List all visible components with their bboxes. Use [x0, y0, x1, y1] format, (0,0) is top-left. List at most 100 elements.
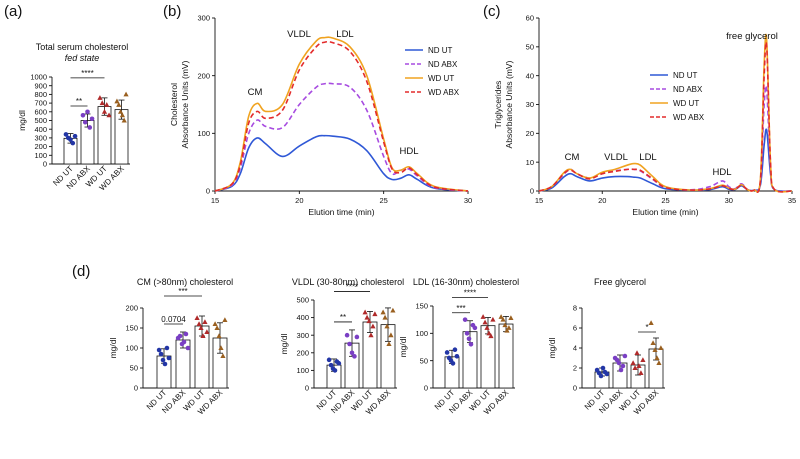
d2-data-point [364, 314, 370, 320]
a-sig-label: **** [81, 69, 93, 78]
d1-data-point [185, 345, 191, 351]
a-data-point [70, 140, 76, 146]
d3-data-point [486, 330, 492, 336]
d1-data-point [218, 345, 224, 350]
b-series-line [214, 134, 469, 192]
d2-data-point [370, 323, 376, 329]
d4-ytick-label: 0 [573, 384, 577, 393]
d2-ytick-label: 200 [296, 348, 309, 357]
a-data-point [114, 98, 120, 104]
c-legend-label: ND UT [673, 71, 698, 80]
d2-sig-label: **** [346, 282, 358, 291]
a-title: Total serum cholesterol [36, 42, 129, 52]
b-series-line [214, 82, 469, 192]
a-data-point [97, 95, 103, 100]
c-ylabel: Triglycerides [493, 81, 503, 129]
d3-data-point [506, 325, 512, 330]
d1-data-point [204, 329, 210, 334]
d2-ytick-label: 500 [296, 296, 309, 305]
d3-data-point [462, 317, 468, 322]
a-data-point [68, 137, 73, 142]
d2-data-point [382, 314, 388, 320]
d2-data-point [354, 334, 360, 340]
d2-data-point [388, 332, 394, 338]
d1-title: CM (>80nm) cholesterol [137, 277, 233, 287]
d3-data-point [504, 327, 510, 333]
a-data-point [106, 112, 112, 118]
a-ytick-label: 200 [34, 142, 47, 151]
a-data-point [82, 119, 88, 125]
c-xtick-label: 20 [598, 196, 606, 205]
b-legend-label: WD ABX [428, 88, 460, 97]
c-ytick-label: 20 [526, 129, 534, 138]
a-ytick-label: 0 [43, 160, 47, 169]
panel-label-d: (d) [72, 263, 90, 280]
d4-data-point [630, 360, 636, 365]
d3-ytick-label: 50 [420, 356, 428, 365]
a-sig-label: ** [76, 97, 82, 106]
d2-data-point [380, 309, 386, 315]
d2-sig-label: ** [340, 313, 346, 322]
panel-label-c: (c) [483, 3, 501, 20]
b-legend-label: ND UT [428, 46, 453, 55]
b-legend-label: ND ABX [428, 60, 458, 69]
d3-data-point [488, 333, 494, 339]
c-ylabel-units: Absorbance Units (mV) [504, 60, 514, 148]
a-data-point [123, 91, 129, 97]
d2-ytick-label: 300 [296, 331, 309, 340]
d4-ytick-label: 4 [573, 344, 577, 353]
a-data-point [117, 109, 124, 114]
c-peak-label: LDL [639, 152, 656, 163]
d2-ylabel: mg/dl [279, 334, 289, 355]
d4-ylabel: mg/dl [547, 338, 557, 359]
b-ytick-label: 0 [206, 187, 210, 196]
d4-sig-label: * [645, 323, 648, 332]
d1-data-point [202, 319, 208, 324]
d1-ytick-label: 0 [134, 384, 138, 393]
c-ytick-label: 30 [526, 100, 534, 109]
d2-data-point [328, 362, 334, 368]
c-peak-label: HDL [712, 167, 731, 178]
panel-label-b: (b) [163, 3, 181, 20]
b-ytick-label: 200 [197, 71, 210, 80]
d1-sig-label: *** [178, 287, 187, 296]
d2-data-point [349, 350, 355, 356]
d4-data-point [654, 355, 660, 360]
a-data-point [121, 117, 127, 123]
d3-data-point [472, 325, 478, 331]
d1-ylabel: mg/dl [108, 338, 118, 359]
d3-ytick-label: 0 [424, 384, 428, 393]
d3-data-point [452, 347, 458, 353]
d4-data-point [604, 371, 610, 377]
a-ytick-label: 500 [34, 116, 47, 125]
a-data-point [119, 112, 126, 118]
c-xtick-label: 35 [788, 196, 796, 205]
b-ytick-label: 300 [197, 14, 210, 23]
b-series-line [214, 40, 469, 192]
a-data-point [63, 132, 69, 137]
c-xtick-label: 30 [725, 196, 733, 205]
d3-data-point [484, 325, 490, 330]
d1-data-point [212, 321, 218, 326]
d1-ytick-label: 200 [125, 304, 138, 313]
c-series-line [538, 84, 793, 193]
d4-data-point [658, 345, 664, 350]
d3-data-point [466, 336, 472, 342]
d2-data-point [332, 368, 338, 373]
d2-data-point [366, 318, 372, 324]
b-ytick-label: 100 [197, 129, 210, 138]
d3-data-point [500, 316, 506, 322]
d4-data-point [656, 360, 662, 365]
d4-data-point [640, 357, 646, 362]
c-ytick-label: 40 [526, 71, 534, 80]
d1-data-point [194, 315, 200, 320]
d1-data-point [222, 317, 228, 322]
c-xtick-label: 25 [661, 196, 669, 205]
d3-data-point [502, 322, 508, 328]
a-ytick-label: 900 [34, 81, 47, 90]
d3-data-point [444, 350, 450, 355]
d4-data-point [616, 360, 622, 366]
b-series-line [214, 36, 469, 192]
d4-title: Free glycerol [594, 277, 646, 287]
b-peak-label: HDL [399, 146, 418, 157]
